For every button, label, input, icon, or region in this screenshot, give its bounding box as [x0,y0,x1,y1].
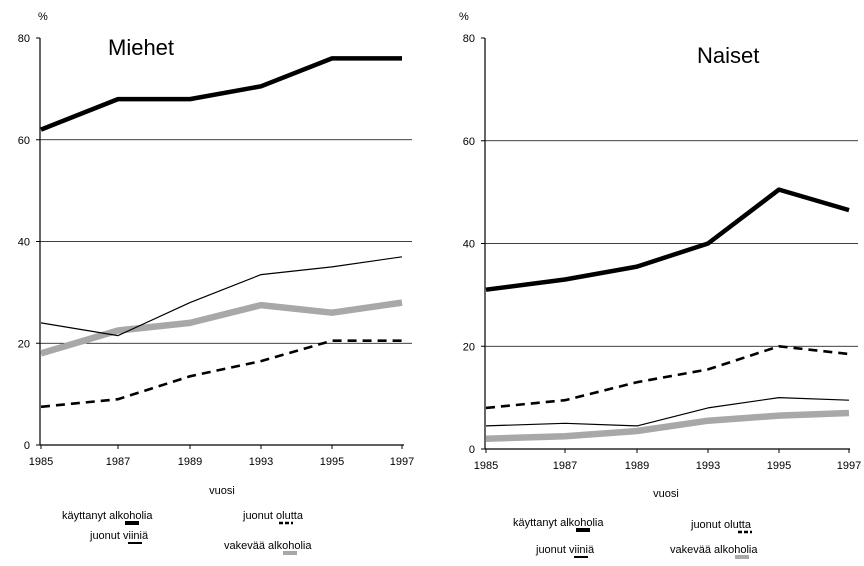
legend-label: juonut olutta [690,519,752,531]
unit-label: % [38,11,48,23]
x-tick-label: 1989 [625,460,649,472]
series-lines [485,187,850,442]
series-lines [40,56,403,409]
axes [36,37,404,449]
legend: käyttanyt alkoholia juonut olutta juonut v… [62,510,312,555]
series-line-thick-solid [40,56,402,132]
x-tick-label: 1987 [553,460,577,472]
series-line-thin-solid [40,256,403,337]
y-tick-label: 0 [469,444,475,456]
legend-label: vakevää alkoholia [224,540,312,552]
chart-panel-naiset: 0 20 40 60 80 1985 1987 1989 1993 1995 1997 % Nais… [459,11,861,559]
legend-label: juonut olutta [242,510,304,522]
gridlines [40,139,412,344]
y-tick-label: 60 [18,135,30,147]
x-tick-label: 1985 [29,456,53,468]
legend: käyttanyt alkoholia juonut olutta juonut v… [513,517,758,559]
y-tick-label: 0 [24,440,30,452]
x-tick-label: 1995 [320,456,344,468]
chart-title: Miehet [108,35,174,60]
x-tick-label: 1985 [474,460,498,472]
series-line-dashed [40,339,402,409]
legend-label: käyttanyt alkoholia [62,510,153,522]
tick-labels: 0 20 40 60 80 1985 1987 1989 1993 1995 1997 [18,33,414,468]
y-tick-label: 40 [463,239,475,251]
axes [481,37,850,453]
x-tick-label: 1993 [696,460,720,472]
legend-label: käyttanyt alkoholia [513,517,604,529]
x-tick-label: 1995 [767,460,791,472]
legend-label: vakevää alkoholia [670,544,758,556]
chart-title: Naiset [697,43,759,68]
series-line-thick-gray [485,409,850,442]
series-line-thick-solid [485,187,850,292]
x-tick-label: 1993 [249,456,273,468]
series-line-dashed [485,344,850,410]
x-tick-label: 1987 [106,456,130,468]
legend-label: juonut viiniä [535,544,595,556]
y-tick-label: 40 [18,237,30,249]
legend-label: juonut viiniä [89,530,149,542]
y-tick-label: 80 [463,33,475,45]
tick-labels: 0 20 40 60 80 1985 1987 1989 1993 1995 1997 [463,33,861,472]
unit-label: % [459,11,469,23]
gridlines [485,140,858,347]
series-line-thick-gray [40,299,403,357]
y-tick-label: 80 [18,33,30,45]
chart-panel-miehet: 0 20 40 60 80 1985 1987 1989 1993 1995 1997 % Mieh… [18,11,414,555]
y-tick-label: 20 [463,341,475,353]
x-tick-label: 1997 [390,456,414,468]
series-line-thin-solid [485,397,850,427]
x-tick-label: 1997 [837,460,861,472]
y-tick-label: 60 [463,136,475,148]
x-axis-label: vuosi [653,488,679,500]
x-axis-label: vuosi [209,485,235,497]
y-tick-label: 20 [18,338,30,350]
x-tick-label: 1989 [178,456,202,468]
